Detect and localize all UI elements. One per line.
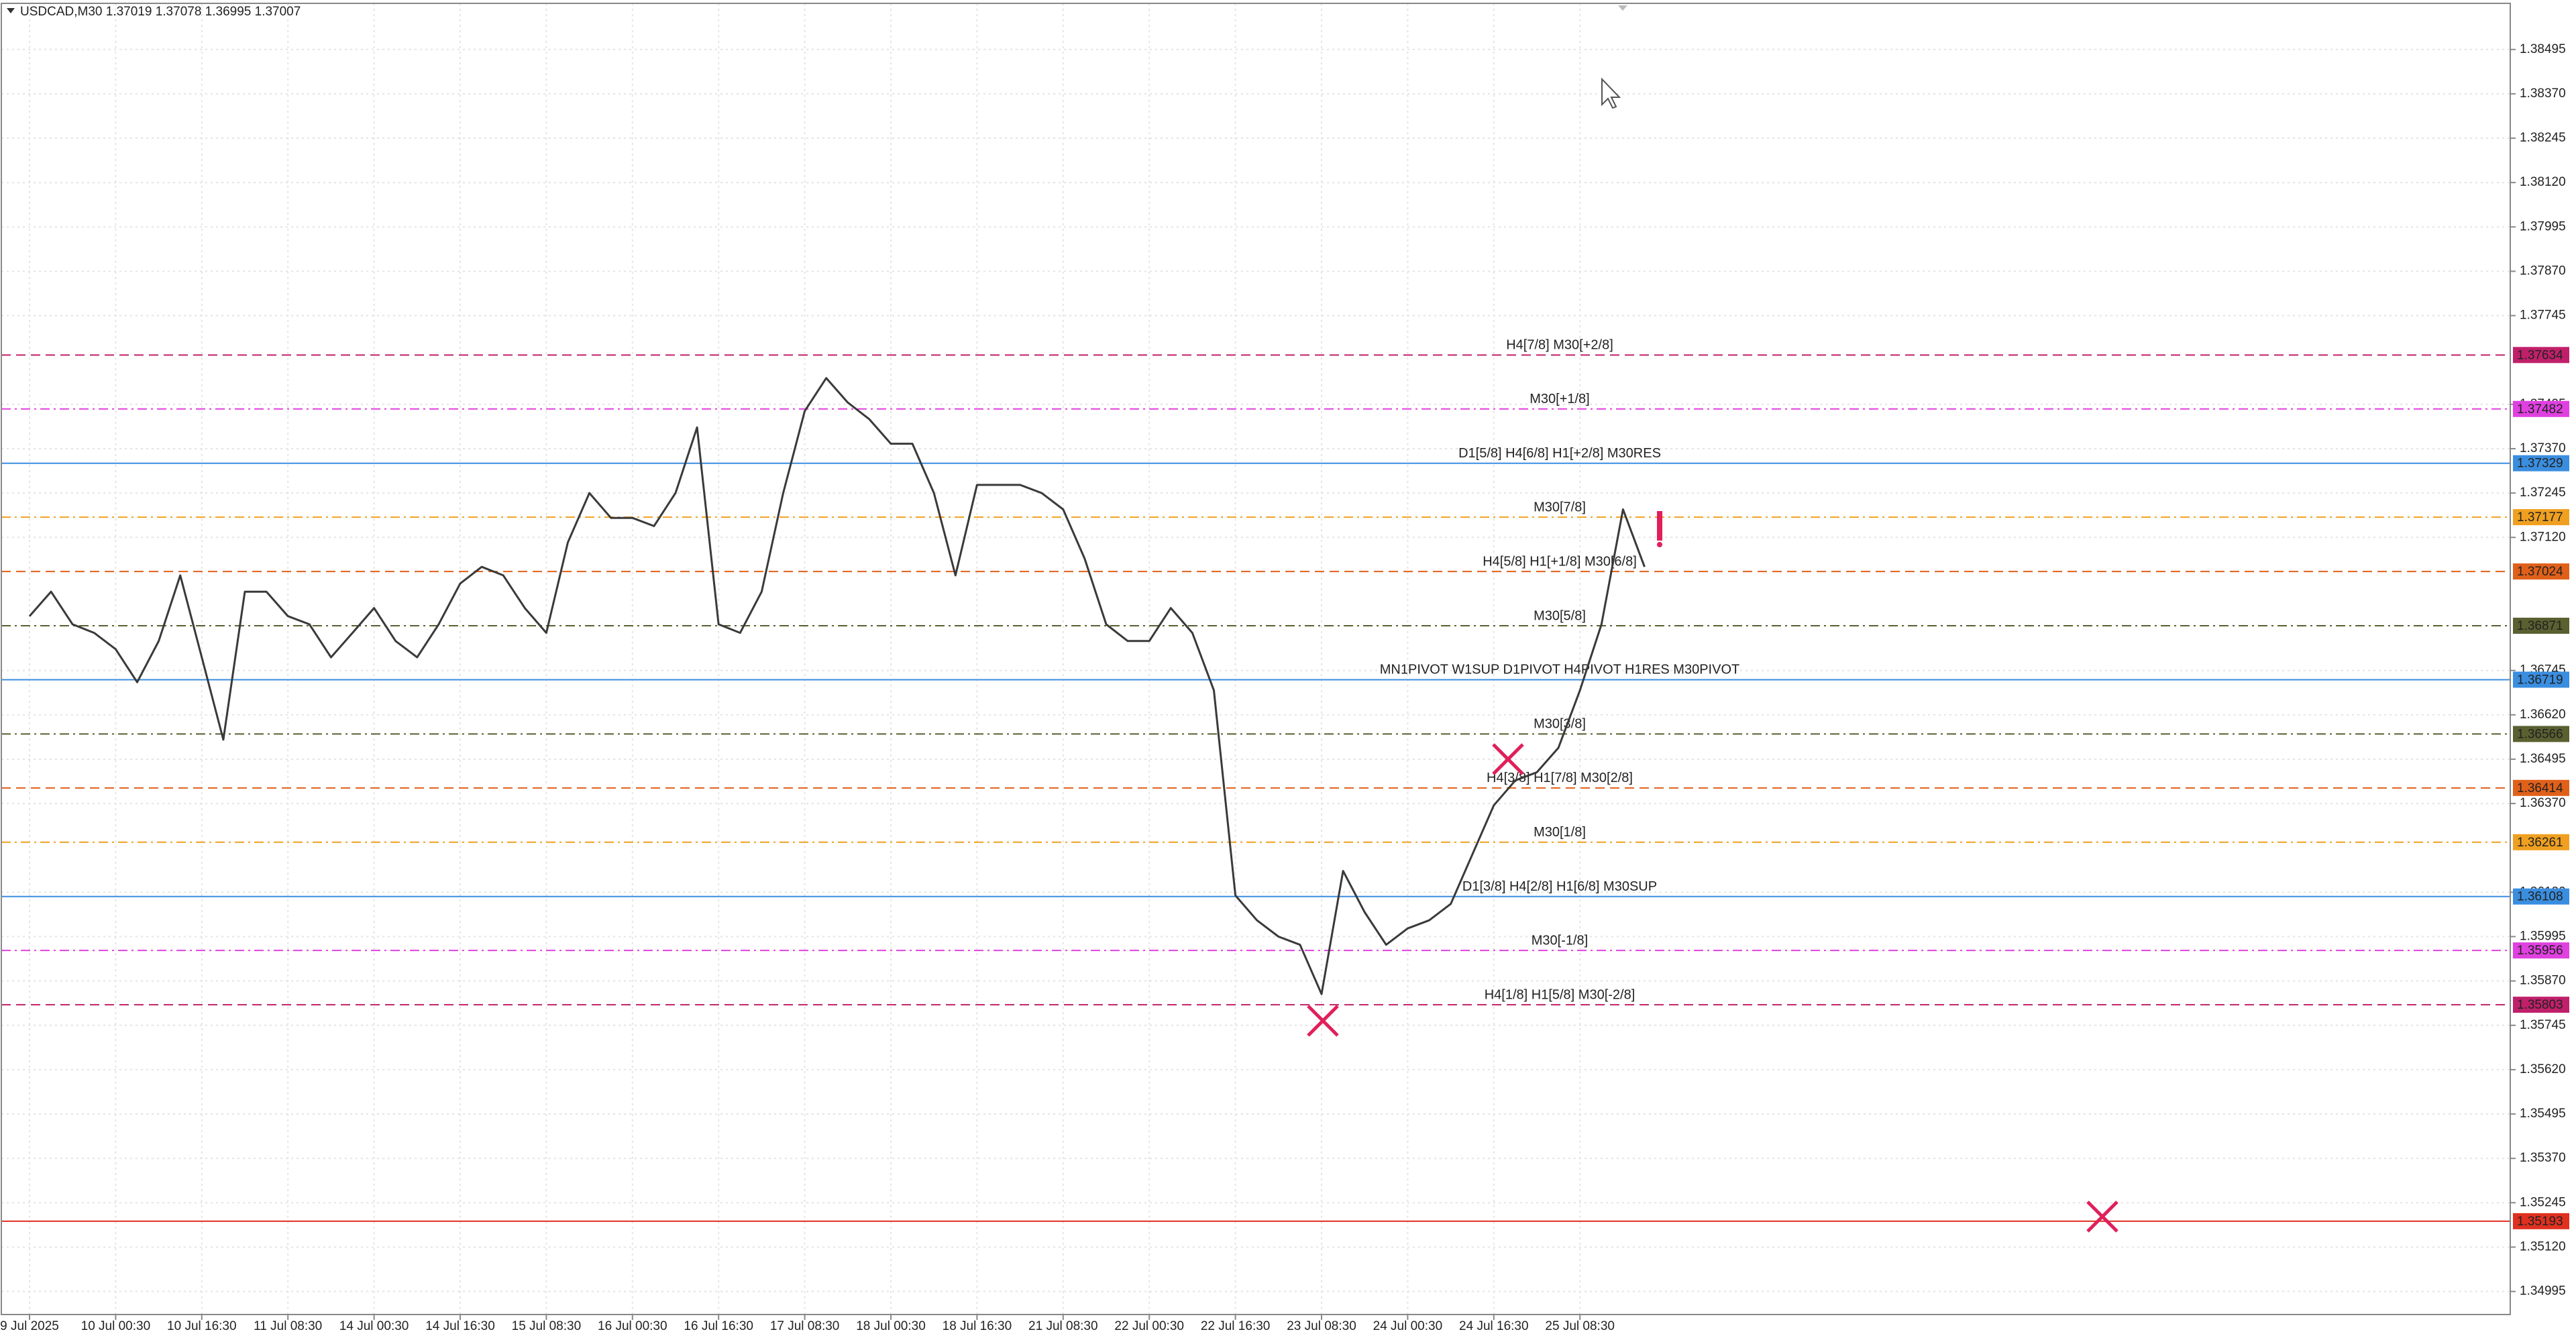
price-label: 1.36871: [2517, 619, 2563, 633]
mouse-cursor: [1601, 77, 1621, 109]
grid: [1, 3, 2510, 1315]
y-tick-label: 1.38495: [2520, 42, 2566, 56]
y-tick-label: 1.35870: [2520, 974, 2566, 988]
y-tick-label: 1.37245: [2520, 486, 2566, 500]
price-line: [28, 377, 1646, 995]
level-name: MN1PIVOT W1SUP D1PIVOT H4PIVOT H1RES M30…: [1380, 663, 1739, 677]
price-label-box: [2513, 347, 2569, 364]
level-name: D1[3/8] H4[2/8] H1[6/8] M30SUP: [1462, 879, 1657, 894]
y-tick-label: 1.35495: [2520, 1107, 2566, 1121]
y-tick-label: 1.34995: [2520, 1284, 2566, 1298]
y-tick-label: 1.38245: [2520, 131, 2566, 145]
level-name: H4[3/8] H1[7/8] M30[2/8]: [1487, 771, 1633, 785]
price-label-box: [2513, 618, 2569, 634]
x-tick-label: 22 Jul 16:30: [1201, 1319, 1271, 1333]
price-label-box: [2513, 834, 2569, 850]
level-name: H4[7/8] M30[+2/8]: [1506, 338, 1613, 353]
x-tick-label: 11 Jul 08:30: [254, 1319, 322, 1333]
price-label-box: [2513, 455, 2569, 471]
price-label: 1.35956: [2517, 944, 2563, 958]
price-label-box: [2513, 400, 2569, 417]
price-label-box: [2513, 726, 2569, 742]
price-label: 1.36261: [2517, 836, 2563, 850]
levels: H4[7/8] M30[+2/8] M30[+1/8] D1[5/8] H4[6/8…: [1, 338, 2510, 1222]
x-tick-label: 24 Jul 16:30: [1459, 1319, 1529, 1333]
price-label-box: [2513, 942, 2569, 959]
y-tick-label: 1.36495: [2520, 752, 2566, 766]
marks: [28, 377, 1646, 995]
cross-icon: [1307, 1005, 1339, 1037]
x-tick-label: 23 Jul 08:30: [1287, 1319, 1356, 1333]
x-tick-label: 14 Jul 16:30: [425, 1319, 495, 1333]
y-tick-label: 1.38370: [2520, 87, 2566, 101]
y-tick-label: 1.35745: [2520, 1018, 2566, 1032]
y-tick-label: 1.35370: [2520, 1151, 2566, 1165]
y-tick-label: 1.37370: [2520, 441, 2566, 455]
price-label-box: [2513, 997, 2569, 1013]
x-tick-label: 16 Jul 16:30: [684, 1319, 753, 1333]
x-tick-label: 9 Jul 2025: [0, 1319, 59, 1333]
price-label: 1.36108: [2517, 890, 2563, 904]
price-label: 1.37177: [2517, 510, 2563, 524]
price-label-box: [2513, 563, 2569, 580]
y-tick-label: 1.37745: [2520, 309, 2566, 323]
level-name: M30[-1/8]: [1532, 933, 1588, 948]
x-tick-label: 21 Jul 08:30: [1028, 1319, 1098, 1333]
level-name: M30[7/8]: [1534, 500, 1586, 514]
plot-frame: [1, 3, 2511, 1315]
price-label: 1.35803: [2517, 998, 2563, 1012]
level-name: H4[1/8] H1[5/8] M30[-2/8]: [1485, 987, 1635, 1002]
price-label: 1.37634: [2517, 348, 2563, 362]
y-tick-label: 1.36370: [2520, 796, 2566, 810]
y-tick-label: 1.38120: [2520, 175, 2566, 189]
y-tick-label: 1.35120: [2520, 1239, 2566, 1253]
price-label-box: [2513, 1213, 2569, 1229]
x-tick-label: 25 Jul 08:30: [1545, 1319, 1615, 1333]
price-label-box: [2513, 779, 2569, 796]
x-tick-label: 17 Jul 08:30: [770, 1319, 840, 1333]
price-label: 1.37024: [2517, 565, 2563, 579]
price-label-box: [2513, 671, 2569, 688]
y-tick-label: 1.35245: [2520, 1195, 2566, 1209]
level-name: M30[+1/8]: [1529, 392, 1590, 406]
level-name: D1[5/8] H4[6/8] H1[+2/8] M30RES: [1458, 446, 1661, 461]
level-name: M30[5/8]: [1534, 608, 1586, 623]
price-label: 1.37482: [2517, 402, 2563, 416]
x-tick-label: 16 Jul 00:30: [598, 1319, 667, 1333]
cross-icon: [2086, 1201, 2118, 1233]
x-tick-label: 22 Jul 00:30: [1114, 1319, 1184, 1333]
price-label: 1.36719: [2517, 673, 2563, 687]
x-tick-label: 15 Jul 08:30: [512, 1319, 582, 1333]
y-tick-label: 1.37120: [2520, 530, 2566, 544]
cross-icon: [1492, 743, 1524, 775]
y-tick-label: 1.35620: [2520, 1062, 2566, 1076]
price-label: 1.37329: [2517, 457, 2563, 471]
level-name: M30[3/8]: [1534, 717, 1586, 732]
price-label-box: [2513, 888, 2569, 905]
x-tick-label: 14 Jul 00:30: [339, 1319, 409, 1333]
price-label: 1.35193: [2517, 1215, 2563, 1229]
level-name: H4[5/8] H1[+1/8] M30[6/8]: [1483, 554, 1637, 569]
x-tick-label: 10 Jul 00:30: [81, 1319, 151, 1333]
level-name: M30[1/8]: [1534, 825, 1586, 840]
alert-dot: [1657, 542, 1662, 547]
x-tick-label: 10 Jul 16:30: [167, 1319, 237, 1333]
y-tick-label: 1.36620: [2520, 708, 2566, 722]
price-label: 1.36414: [2517, 781, 2563, 795]
menu-triangle: [7, 8, 15, 13]
price-label-box: [2513, 509, 2569, 526]
x-tick-label: 18 Jul 00:30: [856, 1319, 926, 1333]
signal-icons: [1307, 511, 2118, 1233]
chart-title: USDCAD,M30 1.37019 1.37078 1.36995 1.370…: [20, 5, 301, 19]
y-tick-label: 1.37870: [2520, 264, 2566, 278]
x-tick-label: 24 Jul 00:30: [1373, 1319, 1443, 1333]
x-tick-label: 18 Jul 16:30: [943, 1319, 1012, 1333]
price-label: 1.36566: [2517, 727, 2563, 741]
y-tick-label: 1.37995: [2520, 219, 2566, 233]
y-tick-label: 1.35995: [2520, 930, 2566, 944]
shift-marker: [1618, 5, 1627, 11]
